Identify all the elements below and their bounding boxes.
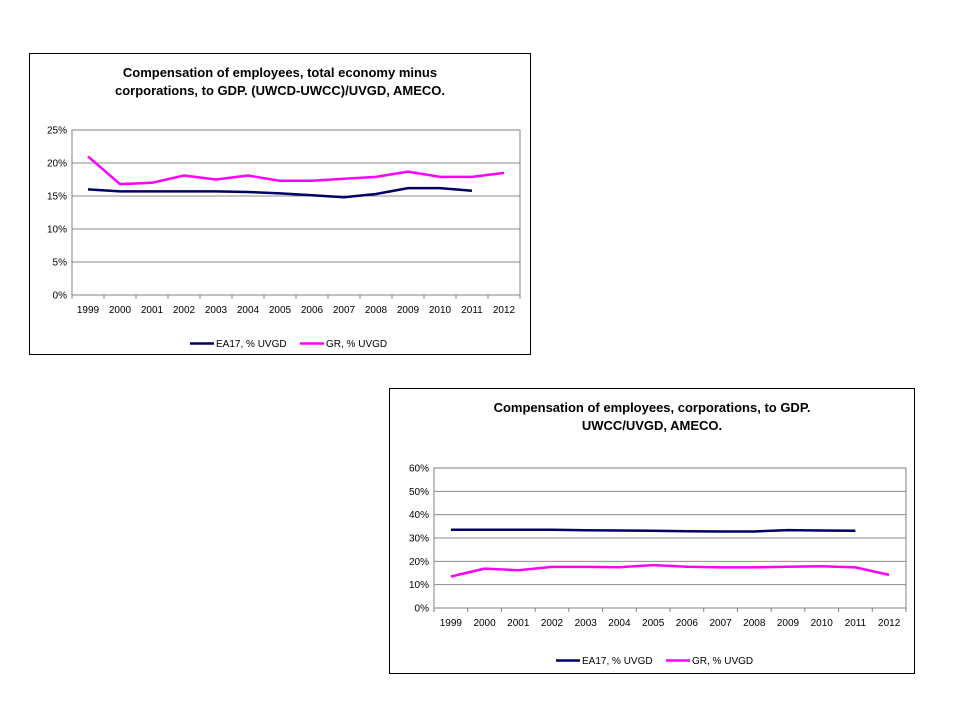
chart-panel-total-economy: Compensation of employees, total economy… <box>29 53 531 355</box>
x-tick-label: 2008 <box>365 305 388 316</box>
y-tick-label: 20% <box>409 557 429 568</box>
y-tick-label: 5% <box>53 258 68 269</box>
y-tick-label: 40% <box>409 510 429 521</box>
series-line-ea17 <box>450 528 856 533</box>
legend-label: EA17, % UVGD <box>582 656 653 667</box>
x-tick-label: 2009 <box>777 618 800 629</box>
x-tick-label: 2007 <box>333 305 356 316</box>
x-tick-label: 1999 <box>77 305 100 316</box>
plot-area <box>71 129 521 296</box>
legend-label: GR, % UVGD <box>692 656 753 667</box>
x-tick-label: 2010 <box>811 618 834 629</box>
x-tick-label: 2002 <box>173 305 196 316</box>
y-tick-label: 60% <box>409 464 429 475</box>
series-line-gr <box>87 155 505 186</box>
series-line-gr <box>450 563 890 578</box>
y-tick-label: 15% <box>47 192 67 203</box>
chart-title: Compensation of employees, corporations,… <box>493 400 811 433</box>
x-tick-label: 2009 <box>397 305 420 316</box>
x-tick-label: 2012 <box>878 618 901 629</box>
x-tick-label: 2001 <box>507 618 530 629</box>
x-tick-label: 2012 <box>493 305 516 316</box>
x-tick-label: 2005 <box>269 305 292 316</box>
line-chart-total-economy: 0% 5% 10% 15% 20% 25% 1999 2000 2001 2002 2003 2004… <box>47 126 521 350</box>
y-tick-label: 20% <box>47 159 67 170</box>
y-tick-label: 30% <box>409 534 429 545</box>
y-tick-label: 50% <box>409 487 429 498</box>
x-tick-label: 2004 <box>237 305 260 316</box>
x-tick-label: 2007 <box>709 618 732 629</box>
x-tick-label: 2001 <box>141 305 164 316</box>
x-tick-label: 2004 <box>608 618 631 629</box>
y-tick-label: 10% <box>47 225 67 236</box>
y-tick-label: 10% <box>409 580 429 591</box>
legend-label: EA17, % UVGD <box>216 339 287 350</box>
x-tick-label: 2011 <box>461 305 483 316</box>
legend-label: GR, % UVGD <box>326 339 387 350</box>
x-tick-label: 2003 <box>205 305 228 316</box>
x-tick-label: 2002 <box>541 618 564 629</box>
x-tick-label: 1999 <box>440 618 463 629</box>
y-tick-label: 25% <box>47 126 67 137</box>
x-tick-label: 2000 <box>473 618 496 629</box>
chart-panel-corporations: Compensation of employees, corporations,… <box>389 388 915 674</box>
x-tick-label: 2003 <box>575 618 598 629</box>
y-tick-label: 0% <box>53 291 68 302</box>
x-tick-label: 2010 <box>429 305 452 316</box>
y-tick-label: 0% <box>415 604 430 615</box>
line-chart-corporations: 0% 10% 20% 30% 40% 50% 60% 1999 2000 2001 2002 2003… <box>409 464 907 667</box>
x-tick-label: 2000 <box>109 305 132 316</box>
x-tick-label: 2008 <box>743 618 766 629</box>
chart-title: Compensation of employees, total economy… <box>114 65 446 98</box>
x-tick-label: 2006 <box>676 618 699 629</box>
x-tick-label: 2005 <box>642 618 665 629</box>
x-tick-label: 2011 <box>845 618 867 629</box>
x-tick-label: 2006 <box>301 305 324 316</box>
series-line-ea17 <box>87 186 473 199</box>
